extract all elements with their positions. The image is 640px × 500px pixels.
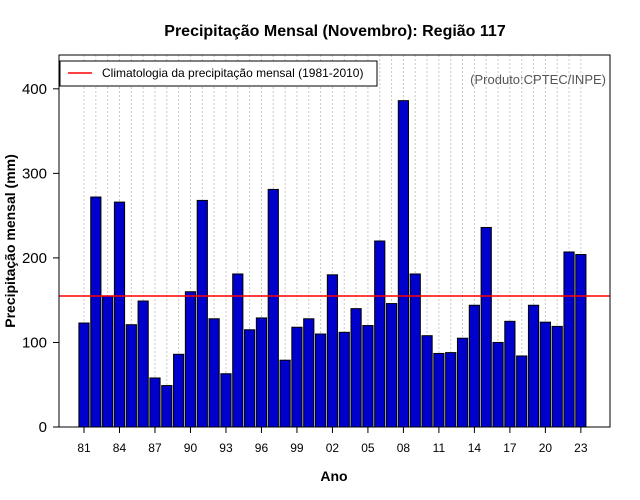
bar-97 [267, 188, 279, 428]
credit-text: (Produto:CPTEC/INPE) [470, 72, 606, 87]
bar-16 [492, 341, 504, 428]
bar-07 [385, 303, 398, 428]
y-axis-label: Precipitação mensal (mm) [2, 154, 18, 328]
bar-89 [173, 353, 185, 428]
bar-09 [409, 273, 421, 428]
x-tick-label: 90 [184, 441, 198, 455]
bar-91 [196, 199, 208, 428]
bar-03 [338, 331, 350, 428]
bar-86 [137, 300, 149, 428]
plot-frame [58, 54, 611, 428]
bar-17 [504, 320, 516, 428]
bar-06 [374, 240, 386, 428]
y-tick-label: 0 [39, 419, 47, 436]
bar-00 [303, 318, 315, 428]
x-tick-label: 93 [219, 441, 233, 455]
x-tick-label: 08 [397, 441, 411, 455]
bar-18 [516, 355, 528, 428]
bar-02 [326, 274, 339, 428]
bar-85 [125, 324, 137, 428]
bar-84 [113, 201, 126, 428]
bar-23 [575, 254, 587, 428]
bar-82 [90, 196, 102, 428]
x-axis-label: Ano [320, 468, 347, 484]
x-tick-label: 81 [77, 441, 91, 455]
bar-19 [527, 304, 540, 428]
bar-08 [397, 100, 410, 428]
x-tick-label: 11 [433, 441, 446, 455]
legend: Climatologia da precipitação mensal (198… [59, 60, 378, 87]
x-tick-label: 20 [539, 441, 553, 455]
y-tick-label: 200 [22, 250, 47, 267]
x-axis-ticks: 81 84 87 90 93 96 99 02 05 08 11 14 17 20 23 [77, 427, 588, 455]
bar-99 [291, 326, 303, 428]
bar-20 [539, 321, 551, 428]
x-tick-label: 99 [290, 441, 304, 455]
bar-21 [551, 325, 563, 428]
bar-15 [480, 226, 492, 428]
bar-93 [220, 373, 232, 428]
bar-81 [78, 322, 90, 428]
bar-series [78, 100, 587, 428]
legend-box [59, 60, 378, 87]
bar-98 [279, 359, 291, 428]
y-tick-label: 300 [22, 165, 47, 182]
bar-90 [184, 291, 197, 428]
x-tick-label: 05 [361, 441, 375, 455]
x-tick-label: 17 [503, 441, 517, 455]
legend-label: Climatologia da precipitação mensal (198… [102, 66, 363, 80]
x-tick-label: 96 [255, 441, 269, 455]
y-tick-label: 400 [22, 81, 47, 98]
y-axis-ticks: 0 100 200 300 400 [22, 81, 59, 436]
bar-10 [421, 335, 433, 428]
x-tick-label: 87 [148, 441, 162, 455]
x-tick-label: 84 [113, 441, 127, 455]
bar-13 [456, 337, 469, 428]
bar-14 [468, 304, 480, 428]
bar-22 [563, 251, 575, 428]
bar-96 [255, 317, 268, 428]
bar-95 [244, 329, 256, 428]
bar-92 [208, 318, 220, 428]
bar-94 [232, 273, 244, 428]
bar-87 [149, 377, 161, 428]
bar-12 [445, 352, 457, 428]
y-tick-label: 100 [22, 334, 47, 351]
bar-11 [433, 352, 445, 428]
x-tick-label: 02 [326, 441, 340, 455]
x-tick-label: 23 [574, 441, 588, 455]
x-tick-label: 14 [468, 441, 482, 455]
bar-88 [161, 385, 173, 428]
bar-04 [350, 308, 362, 428]
bar-83 [102, 295, 114, 428]
bar-05 [362, 325, 374, 428]
chart-title: Precipitação Mensal (Novembro): Região 1… [164, 23, 506, 40]
bar-01 [315, 333, 327, 428]
